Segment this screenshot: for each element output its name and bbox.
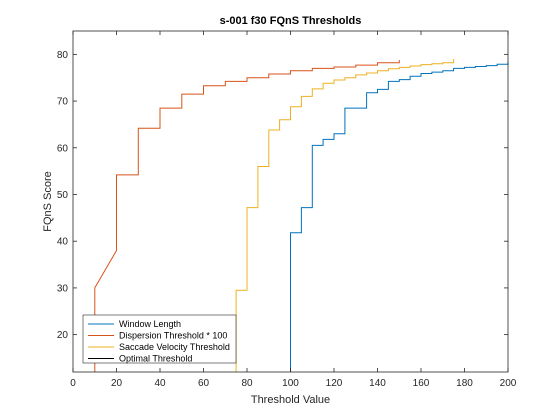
y-tick-label: 50 xyxy=(57,190,69,201)
legend-label-3: Optimal Threshold xyxy=(119,354,192,364)
legend-label-0: Window Length xyxy=(119,319,181,329)
x-tick-label: 100 xyxy=(282,378,299,389)
x-tick-label: 20 xyxy=(111,378,123,389)
x-tick-label: 200 xyxy=(500,378,517,389)
x-tick-label: 140 xyxy=(369,378,386,389)
x-tick-label: 40 xyxy=(154,378,166,389)
x-tick-label: 0 xyxy=(70,378,76,389)
y-tick-label: 30 xyxy=(57,283,69,294)
y-tick-label: 20 xyxy=(57,330,69,341)
x-axis-label: Threshold Value xyxy=(251,394,330,406)
series-line-2 xyxy=(235,59,455,372)
legend-label-2: Saccade Velocity Threshold xyxy=(119,342,230,352)
x-tick-label: 160 xyxy=(413,378,430,389)
series-line-1 xyxy=(94,60,400,372)
x-tick-label: 180 xyxy=(456,378,473,389)
y-tick-label: 80 xyxy=(57,50,69,61)
x-tick-label: 80 xyxy=(241,378,253,389)
ticks-layer: 0 20 40 60 80 100 120 140 160 180 200 20 30 40 50 60 70 8… xyxy=(57,31,517,389)
legend-label-1: Dispersion Threshold * 100 xyxy=(119,331,227,341)
y-tick-label: 40 xyxy=(57,237,69,248)
x-tick-label: 120 xyxy=(326,378,343,389)
x-tick-label: 60 xyxy=(198,378,210,389)
y-tick-label: 60 xyxy=(57,143,69,154)
y-tick-label: 70 xyxy=(57,97,69,108)
series-layer xyxy=(94,59,509,372)
series-line-0 xyxy=(290,61,509,372)
legend: Window Length Dispersion Threshold * 100S… xyxy=(82,314,237,364)
chart-title: s-001 f30 FQnS Thresholds xyxy=(220,15,362,27)
legend-items: Window Length Dispersion Threshold * 100S… xyxy=(88,319,230,364)
legend-box xyxy=(82,314,237,364)
y-axis-label: FQnS Score xyxy=(42,171,54,232)
